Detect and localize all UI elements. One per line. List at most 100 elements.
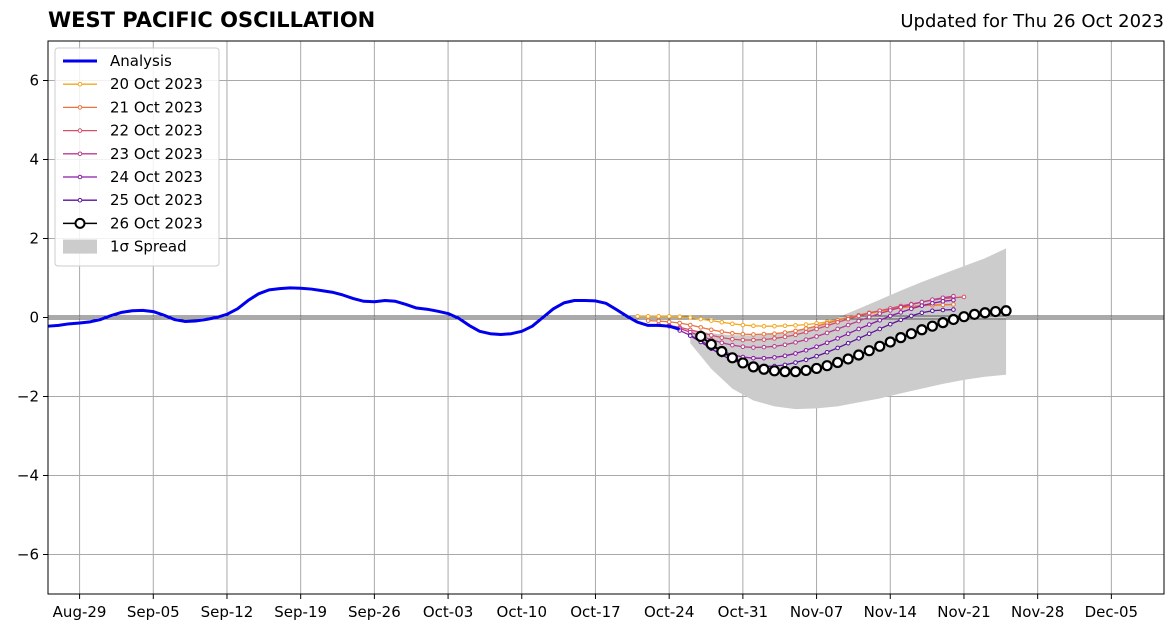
series-point <box>793 351 798 356</box>
series-point <box>730 331 735 336</box>
legend-marker <box>77 197 83 203</box>
series-point <box>687 322 693 328</box>
legend-label: 26 Oct 2023 <box>110 214 203 232</box>
series-point <box>772 331 777 336</box>
series-point <box>951 293 956 299</box>
series-point <box>803 347 809 353</box>
series-point <box>961 294 967 300</box>
series-point <box>824 330 830 336</box>
updated-date-label: Updated for Thu 26 Oct 2023 <box>900 11 1164 32</box>
series-point <box>698 325 704 330</box>
series-point <box>793 340 798 345</box>
series-point <box>898 304 904 310</box>
y-tick-label: −6 <box>17 546 39 564</box>
grid-lines <box>48 41 1164 594</box>
series-point <box>635 314 640 319</box>
y-tick-label: 2 <box>29 230 39 248</box>
series-point <box>884 336 896 348</box>
series-point <box>814 326 819 332</box>
legend-box <box>54 47 220 267</box>
y-tick-label: 4 <box>29 151 39 169</box>
series-point <box>824 349 830 355</box>
series-point <box>768 365 781 377</box>
series-point <box>779 366 791 378</box>
legend-label: Analysis <box>110 52 172 70</box>
series-point <box>968 308 981 320</box>
series-point <box>835 326 840 332</box>
series-point <box>656 314 661 319</box>
series-point <box>793 323 798 328</box>
series-point <box>824 340 830 346</box>
series-point <box>895 332 907 344</box>
series-point <box>803 337 809 342</box>
legend-label: 24 Oct 2023 <box>110 168 203 186</box>
series-point <box>751 337 756 343</box>
series-point <box>761 337 767 342</box>
series-point <box>845 340 851 346</box>
series-point <box>866 310 872 316</box>
series-point <box>1000 305 1012 317</box>
y-tick-label: −2 <box>17 388 39 406</box>
series-point <box>719 340 725 346</box>
series-point <box>740 344 746 350</box>
series-point <box>645 318 651 323</box>
legend-entry: 24 Oct 2023 <box>63 168 203 186</box>
series-point <box>747 361 759 373</box>
series-point <box>761 355 767 361</box>
series-point <box>772 323 777 329</box>
series-point <box>926 320 938 332</box>
series-point <box>916 324 928 336</box>
series-point <box>856 318 861 324</box>
series-point <box>845 316 851 322</box>
series-26-oct-2023 <box>695 305 1012 378</box>
legend-marker <box>74 217 86 229</box>
series-point <box>761 323 767 329</box>
series-point <box>789 366 802 378</box>
series-point <box>940 307 946 313</box>
series-point <box>758 363 770 375</box>
series-point <box>845 322 851 328</box>
series-point <box>687 315 693 320</box>
y-axis-ticks: 6 4 2 0 −2 −4 −6 <box>17 72 48 564</box>
series-point <box>698 316 704 322</box>
series-point <box>940 299 946 304</box>
series-point <box>730 342 735 348</box>
series-line <box>669 295 954 349</box>
series-point <box>835 345 840 351</box>
series-point <box>751 355 756 361</box>
legend-label: 22 Oct 2023 <box>110 122 203 140</box>
series-point <box>782 323 788 329</box>
series-point <box>989 305 1002 318</box>
series-point <box>687 333 693 338</box>
series-point <box>793 332 798 338</box>
series-23-oct-2023 <box>666 293 956 350</box>
spread-band-area <box>690 248 1007 410</box>
series-point <box>803 329 809 335</box>
series-point <box>645 314 651 319</box>
y-tick-label: 6 <box>29 72 39 90</box>
series-point <box>909 302 914 307</box>
legend-entry: Analysis <box>63 52 172 70</box>
series-point <box>845 331 851 336</box>
y-tick-label: 0 <box>29 309 39 327</box>
series-point <box>814 353 819 359</box>
series-point <box>919 303 925 308</box>
legend-marker <box>77 105 83 110</box>
series-point <box>947 313 960 326</box>
series-point <box>824 323 830 329</box>
series-point <box>772 344 777 349</box>
series-point <box>810 362 823 375</box>
legend-marker <box>77 174 83 180</box>
series-point <box>726 352 738 364</box>
series-point <box>887 308 893 313</box>
x-tick-label: Sep-26 <box>348 603 401 621</box>
series-point <box>856 313 861 319</box>
series-point <box>856 336 861 341</box>
series-point <box>695 330 707 343</box>
series-point <box>863 345 875 357</box>
series-point <box>730 336 735 342</box>
series-point <box>782 342 788 348</box>
series-point <box>716 345 728 358</box>
series-point <box>772 336 777 341</box>
series-point <box>919 310 925 316</box>
